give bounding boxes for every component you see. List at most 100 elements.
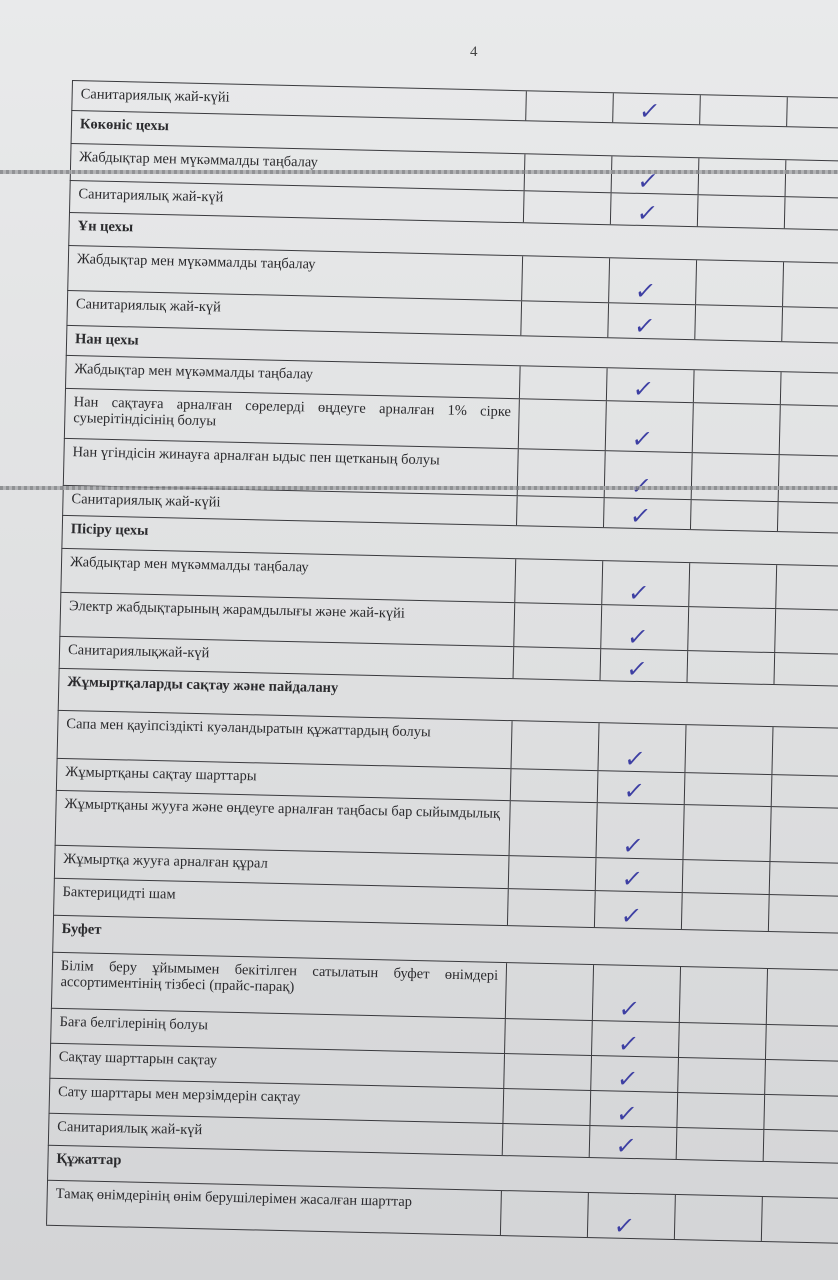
answer-cell bbox=[521, 301, 610, 338]
answer-cell: ✓ bbox=[593, 965, 682, 1024]
answer-cell: ✓ bbox=[604, 451, 693, 500]
answer-cell bbox=[676, 1128, 765, 1161]
checkmark-icon: ✓ bbox=[633, 276, 659, 306]
answer-cell bbox=[775, 653, 838, 686]
answer-cell bbox=[773, 727, 838, 776]
answer-cell bbox=[505, 1019, 594, 1056]
page-number: 4 bbox=[470, 44, 478, 60]
checkmark-icon: ✓ bbox=[620, 864, 645, 894]
answer-cell bbox=[509, 856, 597, 891]
checkmark-icon: ✓ bbox=[612, 1211, 637, 1241]
answer-cell bbox=[700, 95, 788, 127]
answer-cell bbox=[688, 607, 777, 653]
answer-cell bbox=[764, 1095, 838, 1131]
checkmark-icon: ✓ bbox=[617, 994, 642, 1024]
checkmark-icon: ✓ bbox=[614, 1099, 640, 1129]
answer-cell bbox=[694, 370, 782, 405]
answer-cell bbox=[781, 372, 838, 406]
answer-cell bbox=[691, 500, 779, 532]
answer-cell: ✓ bbox=[596, 803, 685, 861]
answer-cell: ✓ bbox=[609, 258, 698, 306]
answer-cell bbox=[769, 895, 838, 933]
answer-cell bbox=[698, 195, 786, 229]
answer-cell bbox=[515, 559, 604, 605]
checkmark-icon: ✓ bbox=[635, 166, 661, 196]
answer-cell bbox=[775, 609, 838, 654]
answer-cell bbox=[526, 91, 615, 123]
answer-cell bbox=[511, 769, 599, 803]
answer-cell bbox=[511, 721, 600, 771]
answer-cell bbox=[691, 453, 780, 502]
answer-cell bbox=[778, 502, 838, 533]
fold-line bbox=[0, 170, 838, 174]
answer-cell bbox=[509, 801, 599, 858]
checkmark-icon: ✓ bbox=[622, 744, 648, 774]
answer-cell: ✓ bbox=[611, 193, 699, 228]
criterion-text: Нан сақтауға арналған сөрелерді өңдеуге … bbox=[64, 388, 521, 449]
checkmark-icon: ✓ bbox=[619, 901, 644, 931]
answer-cell bbox=[767, 969, 838, 1026]
answer-cell: ✓ bbox=[613, 93, 702, 125]
answer-cell bbox=[508, 889, 597, 928]
answer-cell: ✓ bbox=[598, 771, 686, 806]
answer-cell bbox=[518, 449, 607, 498]
answer-cell bbox=[506, 963, 595, 1021]
answer-cell bbox=[683, 805, 772, 862]
answer-cell bbox=[785, 197, 838, 230]
criterion-text: Жұмыртқаны жууға және өңдеуге арналған т… bbox=[55, 790, 512, 856]
answer-cell: ✓ bbox=[592, 1021, 680, 1059]
answer-cell bbox=[519, 399, 608, 451]
answer-cell: ✓ bbox=[600, 649, 689, 683]
answer-cell bbox=[698, 158, 787, 197]
answer-cell bbox=[684, 773, 773, 807]
answer-cell: ✓ bbox=[606, 401, 695, 453]
answer-cell: ✓ bbox=[611, 156, 700, 196]
checkmark-icon: ✓ bbox=[632, 311, 658, 341]
checkmark-icon: ✓ bbox=[631, 374, 656, 404]
checkmark-icon: ✓ bbox=[635, 198, 660, 228]
answer-cell bbox=[513, 647, 602, 681]
checkmark-icon: ✓ bbox=[626, 578, 652, 608]
answer-cell bbox=[696, 260, 785, 307]
checkmark-icon: ✓ bbox=[625, 622, 651, 652]
checkmark-icon: ✓ bbox=[628, 501, 653, 531]
answer-cell: ✓ bbox=[602, 561, 691, 608]
answer-cell: ✓ bbox=[591, 1056, 680, 1094]
answer-cell bbox=[503, 1089, 592, 1126]
answer-cell bbox=[685, 725, 774, 775]
answer-cell: ✓ bbox=[598, 723, 687, 774]
answer-cell bbox=[677, 1093, 766, 1129]
answer-cell bbox=[689, 563, 778, 609]
answer-cell bbox=[501, 1191, 590, 1238]
checkmark-icon: ✓ bbox=[613, 1131, 639, 1161]
answer-cell: ✓ bbox=[604, 498, 692, 531]
answer-cell: ✓ bbox=[588, 1193, 677, 1241]
checkmark-icon: ✓ bbox=[622, 776, 647, 806]
answer-cell bbox=[522, 256, 611, 303]
answer-cell bbox=[762, 1197, 838, 1243]
answer-cell bbox=[787, 97, 838, 128]
checkmark-icon: ✓ bbox=[616, 1029, 641, 1059]
answer-cell: ✓ bbox=[590, 1091, 679, 1129]
checkmark-icon: ✓ bbox=[620, 831, 646, 861]
answer-cell bbox=[772, 775, 838, 808]
answer-cell bbox=[770, 862, 838, 896]
answer-cell: ✓ bbox=[608, 303, 697, 341]
answer-cell bbox=[504, 1054, 593, 1091]
answer-cell bbox=[766, 1025, 838, 1061]
answer-cell bbox=[679, 967, 769, 1025]
answer-cell bbox=[679, 1023, 767, 1059]
answer-cell bbox=[517, 496, 605, 528]
answer-cell bbox=[514, 603, 603, 649]
fold-line bbox=[0, 486, 838, 490]
answer-cell bbox=[678, 1058, 767, 1094]
answer-cell: ✓ bbox=[607, 368, 695, 404]
checkmark-icon: ✓ bbox=[615, 1064, 641, 1094]
answer-cell bbox=[675, 1194, 763, 1241]
answer-cell bbox=[682, 860, 771, 895]
answer-cell bbox=[520, 366, 608, 401]
answer-cell bbox=[786, 160, 838, 198]
answer-cell bbox=[692, 403, 781, 455]
answer-cell bbox=[764, 1130, 838, 1163]
